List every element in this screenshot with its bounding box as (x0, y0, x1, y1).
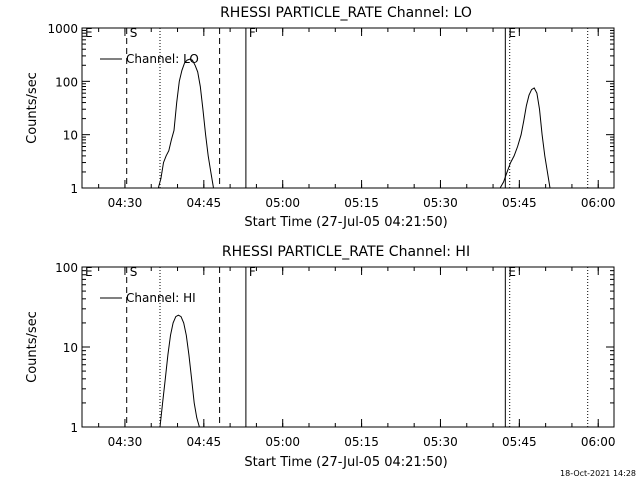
x-tick-label: 04:45 (187, 435, 222, 449)
x-tick-label: 06:00 (581, 435, 616, 449)
x-tick-label: 05:00 (265, 196, 300, 210)
x-tick-label: 05:15 (344, 435, 379, 449)
y-tick-label: 1 (70, 421, 78, 435)
x-axis-label: Start Time (27-Jul-05 04:21:50) (244, 215, 447, 230)
footer-date: 18-Oct-2021 14:28 (560, 469, 636, 478)
series-line (499, 87, 551, 189)
event-marker-label: F (249, 26, 256, 40)
x-tick-labels: 04:30 04:45 05:00 05:15 05:30 05:45 06:00 (98, 267, 616, 449)
y-tick-labels: 1 10 100 1000 (47, 22, 614, 196)
event-marker-label: S (130, 265, 138, 279)
data-series (157, 58, 551, 189)
series-line (157, 58, 214, 189)
y-tick-label: 1 (70, 182, 78, 196)
x-axis-label: Start Time (27-Jul-05 04:21:50) (244, 455, 447, 470)
event-marker-label: S (130, 26, 138, 40)
event-marker-label: E (85, 26, 93, 40)
x-tick-label: 04:30 (108, 435, 143, 449)
x-tick-label: 04:45 (187, 196, 222, 210)
data-series (159, 314, 200, 428)
series-line (159, 314, 200, 428)
y-tick-labels: 1 10 100 (55, 261, 614, 435)
x-tick-label: 04:30 (108, 196, 143, 210)
x-tick-labels: 04:30 04:45 05:00 05:15 05:30 05:45 06:00 (98, 28, 616, 210)
chart-title: RHESSI PARTICLE_RATE Channel: HI (222, 244, 470, 260)
y-tick-label: 1000 (47, 22, 78, 36)
y-axis-label: Counts/sec (25, 72, 40, 144)
y-tick-label: 10 (63, 129, 78, 143)
legend-label: Channel: HI (126, 291, 196, 305)
x-tick-label: 05:45 (502, 196, 537, 210)
y-tick-label: 10 (63, 341, 78, 355)
y-tick-label: 100 (55, 261, 78, 275)
y-axis-label: Counts/sec (25, 311, 40, 383)
x-tick-label: 05:15 (344, 196, 379, 210)
panel-lo: RHESSI PARTICLE_RATE Channel: LO 04:30 04… (25, 5, 616, 230)
event-marker-label: E (85, 265, 93, 279)
x-tick-label: 06:00 (581, 196, 616, 210)
x-tick-label: 05:30 (423, 196, 458, 210)
legend-label: Channel: LO (126, 52, 199, 66)
y-tick-label: 100 (55, 75, 78, 89)
event-marker-label: F (249, 265, 256, 279)
panel-hi: RHESSI PARTICLE_RATE Channel: HI 04:30 04… (25, 244, 616, 470)
event-marker-label: E (508, 26, 516, 40)
x-tick-label: 05:30 (423, 435, 458, 449)
x-tick-label: 05:00 (265, 435, 300, 449)
event-marker-label: E (508, 265, 516, 279)
chart-title: RHESSI PARTICLE_RATE Channel: LO (220, 5, 472, 21)
x-tick-label: 05:45 (502, 435, 537, 449)
